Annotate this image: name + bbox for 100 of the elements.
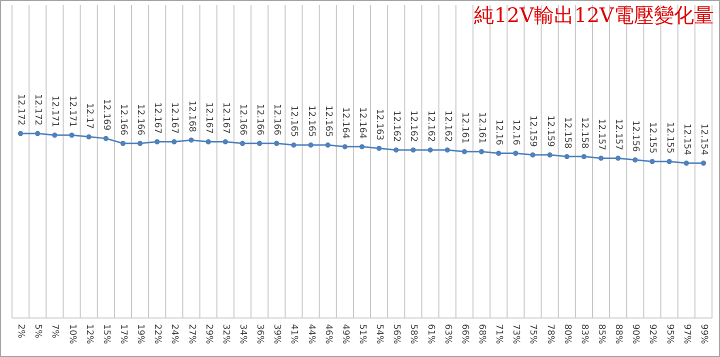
- point: [428, 147, 433, 153]
- x-tick-label: 39%: [272, 324, 282, 344]
- x-tick-label: 68%: [476, 324, 487, 344]
- data-label: 12.164: [340, 107, 350, 139]
- point: [547, 152, 552, 158]
- x-tick-label: 2%: [16, 324, 26, 339]
- x-tick-label: 83%: [578, 324, 589, 344]
- point: [154, 139, 160, 144]
- data-label: 12.166: [135, 104, 146, 136]
- point: [410, 147, 416, 153]
- x-tick-label: 90%: [630, 324, 640, 344]
- point: [188, 137, 194, 143]
- data-label: 12.166: [118, 104, 128, 136]
- data-label: 12.171: [66, 96, 77, 128]
- data-label: 12.161: [476, 112, 487, 144]
- x-tick-label: 95%: [664, 324, 674, 344]
- data-label: 12.161: [459, 112, 470, 144]
- x-tick-label: 17%: [118, 324, 128, 344]
- x-tick-label: 61%: [425, 324, 436, 344]
- point: [462, 149, 468, 154]
- point: [444, 147, 450, 153]
- x-tick-label: 56%: [391, 324, 402, 344]
- x-tick-label: 10%: [66, 324, 77, 344]
- point: [256, 140, 262, 146]
- data-label: 12.167: [203, 102, 214, 134]
- data-label: 12.162: [425, 110, 436, 142]
- point: [376, 146, 382, 151]
- data-label: 12.159: [528, 115, 538, 148]
- point: [325, 142, 330, 148]
- x-tick-label: 97%: [681, 324, 692, 344]
- x-tick-label: 34%: [237, 324, 248, 344]
- x-tick-label: 49%: [340, 324, 350, 344]
- x-tick-label: 27%: [186, 324, 196, 344]
- point: [684, 160, 689, 166]
- data-label: 12.155: [664, 122, 674, 154]
- data-label: 12.169: [100, 98, 111, 131]
- x-tick-label: 66%: [459, 324, 470, 344]
- x-tick-label: 7%: [50, 324, 60, 339]
- x-tick-label: 75%: [528, 324, 538, 344]
- point: [137, 140, 143, 146]
- point: [308, 142, 314, 148]
- point: [206, 139, 211, 144]
- data-label: 12.157: [613, 118, 624, 150]
- x-tick-label: 71%: [494, 324, 504, 344]
- data-label: 12.162: [408, 110, 418, 142]
- x-tick-label: 63%: [442, 324, 452, 344]
- x-tick-label: 51%: [357, 324, 367, 344]
- data-label: 12.167: [152, 102, 162, 134]
- data-label: 12.157: [596, 118, 606, 150]
- data-label: 12.167: [169, 102, 180, 134]
- data-label: 12.16: [510, 120, 521, 146]
- point: [291, 142, 296, 148]
- point: [18, 130, 24, 136]
- x-tick-label: 29%: [203, 324, 214, 344]
- x-tick-label: 85%: [596, 324, 606, 344]
- x-tick-label: 78%: [544, 324, 555, 344]
- data-label: 12.164: [357, 107, 367, 139]
- x-tick-label: 73%: [510, 324, 521, 344]
- point: [359, 144, 365, 150]
- data-label: 12.166: [237, 104, 248, 136]
- data-label: 12.172: [32, 94, 43, 126]
- data-label: 12.158: [578, 117, 589, 149]
- x-tick-label: 46%: [322, 324, 333, 344]
- x-tick-label: 19%: [135, 324, 146, 344]
- data-label: 12.162: [391, 110, 402, 142]
- point: [564, 154, 570, 160]
- data-label: 12.171: [50, 96, 60, 128]
- x-tick-label: 24%: [169, 324, 180, 344]
- x-tick-label: 22%: [152, 324, 162, 344]
- point: [666, 158, 672, 164]
- x-tick-label: 12%: [84, 324, 94, 344]
- point: [632, 157, 638, 162]
- point: [650, 158, 655, 164]
- chart-title: 純12V輸出12V電壓變化量: [474, 3, 714, 27]
- point: [120, 140, 126, 146]
- data-label: 12.166: [272, 104, 282, 136]
- point: [700, 160, 706, 166]
- x-tick-label: 99%: [698, 324, 708, 344]
- data-label: 12.172: [16, 94, 26, 126]
- data-label: 12.168: [186, 100, 196, 132]
- data-label: 12.158: [562, 117, 572, 149]
- point: [496, 150, 502, 156]
- x-tick-label: 88%: [613, 324, 624, 344]
- point: [69, 132, 74, 138]
- x-tick-label: 92%: [647, 324, 658, 344]
- x-tick-label: 32%: [220, 324, 230, 344]
- data-label: 12.167: [220, 102, 230, 134]
- data-label: 12.165: [322, 106, 333, 138]
- data-label: 12.165: [288, 106, 299, 138]
- x-tick-label: 54%: [374, 324, 384, 344]
- data-label: 12.159: [544, 115, 555, 148]
- point: [222, 139, 228, 144]
- data-label: 12.16: [494, 120, 504, 146]
- x-tick-label: 36%: [254, 324, 265, 344]
- data-label: 12.166: [254, 104, 265, 136]
- point: [513, 150, 518, 156]
- data-label: 12.156: [630, 120, 640, 152]
- x-tick-label: 80%: [562, 324, 572, 344]
- point: [274, 140, 280, 146]
- data-label: 12.163: [374, 108, 384, 140]
